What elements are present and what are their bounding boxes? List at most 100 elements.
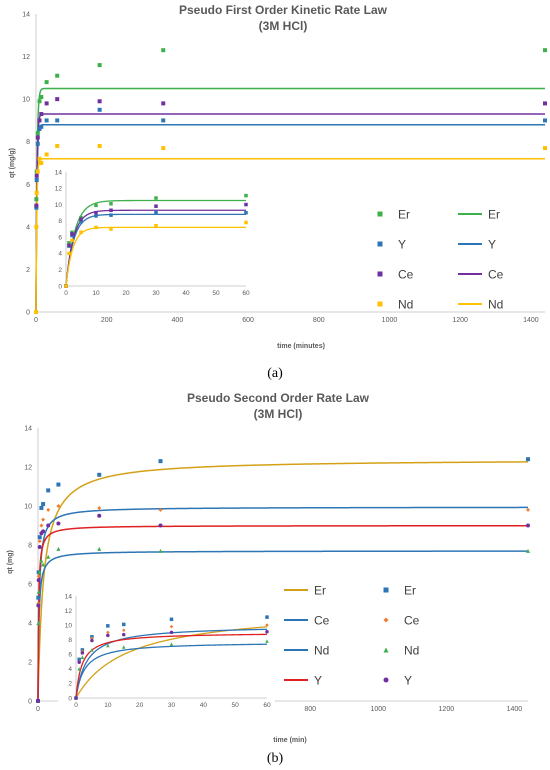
point-y (36, 699, 40, 703)
point-y (44, 118, 49, 123)
point-y (36, 578, 41, 583)
point-er (97, 63, 102, 68)
inset-point-nd (169, 642, 174, 646)
point-er (36, 595, 41, 600)
fit-line-nd (35, 157, 545, 312)
point-er (41, 502, 46, 507)
legend-swatch-marker (377, 301, 383, 307)
point-nd (34, 310, 38, 314)
inset-point-ce (122, 628, 126, 632)
point-er (37, 535, 42, 540)
point-y (97, 513, 102, 518)
inset-x-tick-label: 50 (212, 290, 220, 297)
point-nd (36, 589, 41, 594)
inset-point-nd (106, 643, 110, 648)
point-ce (41, 517, 46, 522)
point-y (46, 523, 51, 528)
legend-label: Nd (314, 644, 329, 658)
inset-point-y (154, 210, 158, 215)
chart-b-plot: 0246810121402004006008001000120014000246… (24, 426, 530, 713)
legend-label: Er (404, 584, 416, 598)
point-nd (34, 190, 39, 195)
inset-point-y (79, 219, 83, 224)
inset-x-tick-label: 20 (122, 290, 130, 297)
legend-label: Er (488, 208, 500, 222)
chart-b-title: Pseudo Second Order Rate Law (187, 391, 370, 405)
inset-point-ce (67, 243, 71, 248)
point-er (39, 95, 44, 100)
inset-point-y (244, 210, 248, 215)
point-er (44, 80, 49, 85)
inset-fit-line-y (75, 633, 268, 699)
panel-a: Pseudo First Order Kinetic Rate Law (3M … (9, 3, 547, 381)
inset-point-ce (106, 630, 110, 635)
inset-point-er (169, 617, 174, 622)
point-y (34, 178, 39, 183)
point-nd (39, 161, 44, 165)
point-nd (44, 152, 49, 157)
point-nd (34, 224, 39, 229)
inset-x-tick-label: 60 (242, 290, 250, 297)
inset-x-tick-label: 50 (232, 702, 240, 709)
point-ce (44, 101, 49, 106)
point-y (97, 107, 102, 112)
point-y (158, 523, 163, 528)
inset-point-y (169, 630, 174, 635)
point-nd (158, 548, 163, 553)
x-tick-label: 800 (304, 706, 316, 713)
inset-point-y (77, 660, 81, 665)
y-tick-label: 10 (24, 504, 32, 511)
point-y (35, 141, 40, 146)
chart-b-ylabel: qt (mg) (7, 550, 14, 574)
point-y (526, 523, 530, 528)
x-tick-label: 1400 (523, 317, 539, 324)
inset-point-er (94, 203, 98, 208)
inset-x-tick-label: 20 (136, 702, 144, 709)
point-nd (46, 554, 51, 559)
point-er (161, 48, 166, 53)
point-nd (97, 143, 102, 148)
x-tick-label: 0 (34, 317, 38, 324)
legend-label: Y (404, 674, 412, 688)
inset-point-nd (90, 648, 94, 652)
inset-point-er (244, 193, 248, 198)
inset-x-tick-label: 30 (152, 290, 160, 297)
y-tick-label: 10 (22, 97, 30, 104)
point-ce (39, 523, 44, 528)
point-ce (97, 505, 102, 510)
inset-point-nd (122, 645, 126, 649)
inset-y-tick-label: 4 (68, 666, 72, 673)
inset-point-nd (77, 667, 81, 671)
point-nd (543, 146, 547, 151)
x-tick-label: 400 (172, 317, 184, 324)
point-er (46, 488, 51, 493)
point-nd (35, 169, 40, 174)
legend-swatch-marker (377, 241, 383, 247)
y-tick-label: 2 (28, 660, 32, 667)
point-er (55, 73, 60, 78)
point-ce (97, 99, 102, 104)
chart-a-subtitle: (3M HCl) (259, 19, 308, 33)
point-y (36, 603, 41, 608)
inset-y-tick-label: 14 (55, 169, 63, 176)
inset-x-tick-label: 0 (64, 290, 68, 297)
chart-a-legend: Er Er Y Y Ce Ce Nd Nd (377, 208, 504, 312)
chart-a-title: Pseudo First Order Kinetic Rate Law (179, 3, 388, 17)
inset-fit-line-nd (75, 643, 268, 699)
legend-label: Er (398, 208, 410, 222)
legend-swatch-marker (383, 617, 389, 623)
inset-point-y (94, 214, 98, 218)
legend-swatch-marker (383, 677, 389, 683)
y-tick-label: 0 (26, 310, 30, 317)
inset-x-tick-label: 10 (92, 290, 100, 297)
chart-b-caption: (b) (267, 751, 284, 766)
legend-label: Nd (488, 298, 503, 312)
point-er (97, 472, 102, 477)
point-nd (56, 546, 61, 551)
legend-swatch-marker (383, 587, 389, 593)
inset-y-tick-label: 2 (68, 681, 72, 688)
inset-y-tick-label: 10 (65, 622, 73, 629)
y-tick-label: 8 (28, 543, 32, 550)
inset-y-tick-label: 2 (58, 267, 62, 274)
legend-label: Ce (404, 614, 420, 628)
